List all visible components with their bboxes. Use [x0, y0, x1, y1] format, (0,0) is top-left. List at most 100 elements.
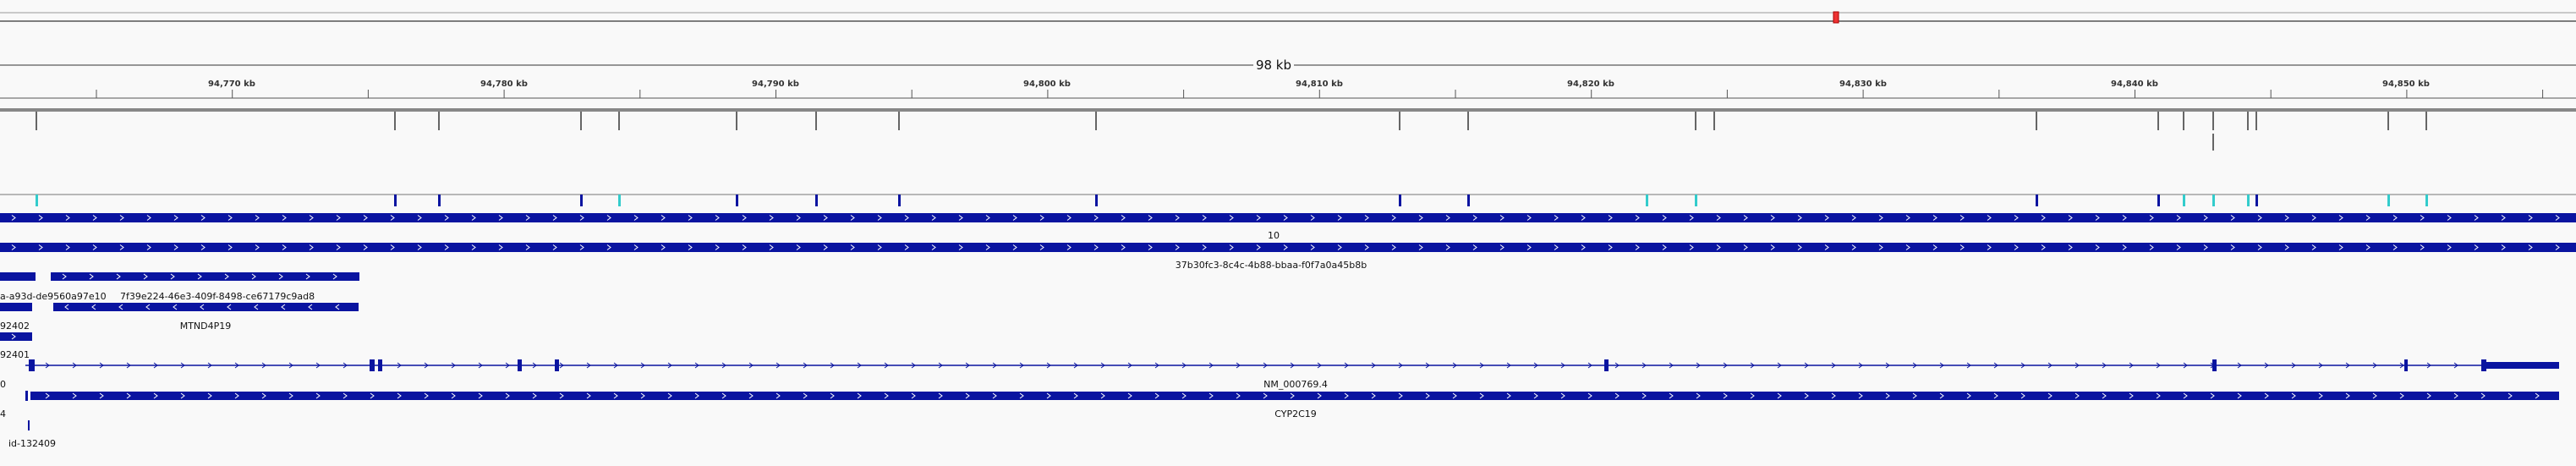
short-feature-b[interactable]	[51, 272, 359, 281]
strand-arrow	[1263, 392, 1268, 399]
strand-arrow	[1418, 244, 1423, 250]
strand-arrow	[1229, 244, 1234, 250]
strand-arrow	[830, 392, 835, 399]
strand-arrow	[579, 244, 584, 250]
strand-arrow	[1770, 215, 1775, 221]
transcript-exons[interactable]	[29, 359, 2559, 371]
strand-arrow	[1202, 244, 1207, 250]
strand-arrow	[1154, 362, 1159, 369]
colored-variant-tick	[1646, 195, 1648, 206]
strand-arrow	[1932, 215, 1937, 221]
strand-arrow	[72, 392, 77, 399]
strand-arrow	[667, 392, 672, 399]
strand-arrow	[1743, 244, 1748, 250]
strand-arrow	[451, 392, 456, 399]
colored-variant-tick	[1467, 195, 1470, 206]
strand-arrow	[803, 362, 808, 369]
strand-arrow	[2345, 362, 2350, 369]
strand-arrow	[1209, 362, 1214, 369]
strand-arrow	[2102, 362, 2107, 369]
colored-variant-tick	[438, 195, 441, 206]
strand-arrow	[38, 215, 43, 221]
strand-arrow	[390, 244, 395, 250]
strand-arrow	[255, 215, 260, 221]
strand-arrow	[1804, 362, 1809, 369]
strand-arrow	[119, 244, 124, 250]
strand-arrow	[2047, 392, 2053, 399]
strand-arrow	[1452, 362, 1457, 369]
strand-arrow	[1587, 392, 1592, 399]
strand-arrow	[1066, 215, 1072, 221]
strand-arrow	[45, 392, 50, 399]
strand-arrow	[1750, 362, 1755, 369]
current-region-marker[interactable]	[1833, 11, 1839, 24]
strand-arrow	[173, 244, 178, 250]
colored-variant-track[interactable]	[36, 195, 2428, 206]
strand-arrow	[2311, 244, 2316, 250]
strand-arrow	[2203, 244, 2208, 250]
short-feature-c[interactable]	[0, 303, 32, 311]
ruler-tick-label: 94,820 kb	[1567, 79, 1614, 89]
strand-arrow	[11, 244, 16, 250]
small-feature-label-1: 92402	[0, 321, 30, 332]
strand-arrow	[904, 215, 909, 221]
strand-arrow	[1472, 244, 1477, 250]
strand-arrow	[1987, 244, 1992, 250]
strand-arrow	[1743, 215, 1748, 221]
strand-arrow	[965, 392, 970, 399]
strand-arrow	[2068, 215, 2073, 221]
strand-arrow	[62, 273, 67, 280]
strand-arrow	[985, 244, 990, 250]
strand-arrow	[1797, 244, 1802, 250]
strand-arrow	[126, 392, 131, 399]
strand-arrow	[417, 244, 422, 250]
edge-label-2: 4	[0, 408, 6, 419]
strand-arrow	[904, 244, 909, 250]
short-feature-b-strand-arrows	[62, 273, 337, 280]
strand-arrow	[1445, 244, 1450, 250]
strand-arrow	[288, 392, 293, 399]
strand-arrow	[1121, 244, 1126, 250]
tiny-feature[interactable]	[28, 420, 30, 430]
strand-arrow	[1966, 392, 1971, 399]
strand-arrow	[1019, 362, 1024, 369]
strand-arrow	[1560, 392, 1565, 399]
colored-variant-tick	[898, 195, 901, 206]
strand-arrow	[1912, 392, 1917, 399]
small-feature-1[interactable]	[0, 332, 32, 341]
strand-arrow	[2291, 362, 2296, 369]
strand-arrow	[1479, 362, 1484, 369]
strand-arrow	[288, 362, 293, 369]
pseudogene-feature[interactable]	[53, 303, 359, 311]
strand-arrow	[1608, 215, 1613, 221]
strand-arrow	[2129, 362, 2134, 369]
strand-arrow	[1932, 244, 1937, 250]
strand-arrow	[1046, 362, 1051, 369]
strand-arrow	[640, 392, 645, 399]
strand-arrow	[748, 362, 754, 369]
short-feature-a-label: a-a93d-de9560a97e10	[0, 291, 107, 302]
feature-bar-1[interactable]	[0, 213, 2576, 222]
exon	[29, 359, 33, 371]
strand-arrow	[200, 244, 206, 250]
strand-arrow	[145, 304, 151, 310]
strand-arrow	[1526, 215, 1532, 221]
strand-arrow	[2420, 215, 2425, 221]
strand-arrow	[197, 273, 202, 280]
strand-arrow	[931, 244, 936, 250]
strand-arrow	[2392, 244, 2398, 250]
short-feature-a[interactable]	[0, 272, 36, 281]
gene-feature-bar[interactable]	[30, 392, 2559, 400]
pseudogene-strand-arrows	[64, 304, 340, 310]
feature-bar-2[interactable]	[0, 243, 2576, 252]
strand-arrow	[498, 215, 503, 221]
variant-track[interactable]	[36, 112, 2427, 151]
edge-label-1: 0	[0, 379, 6, 390]
colored-variant-tick	[1399, 195, 1401, 206]
strand-arrow	[911, 392, 916, 399]
strand-arrow	[1310, 244, 1315, 250]
strand-arrow	[1912, 362, 1917, 369]
strand-arrow	[2068, 244, 2073, 250]
strand-arrow	[2501, 215, 2506, 221]
